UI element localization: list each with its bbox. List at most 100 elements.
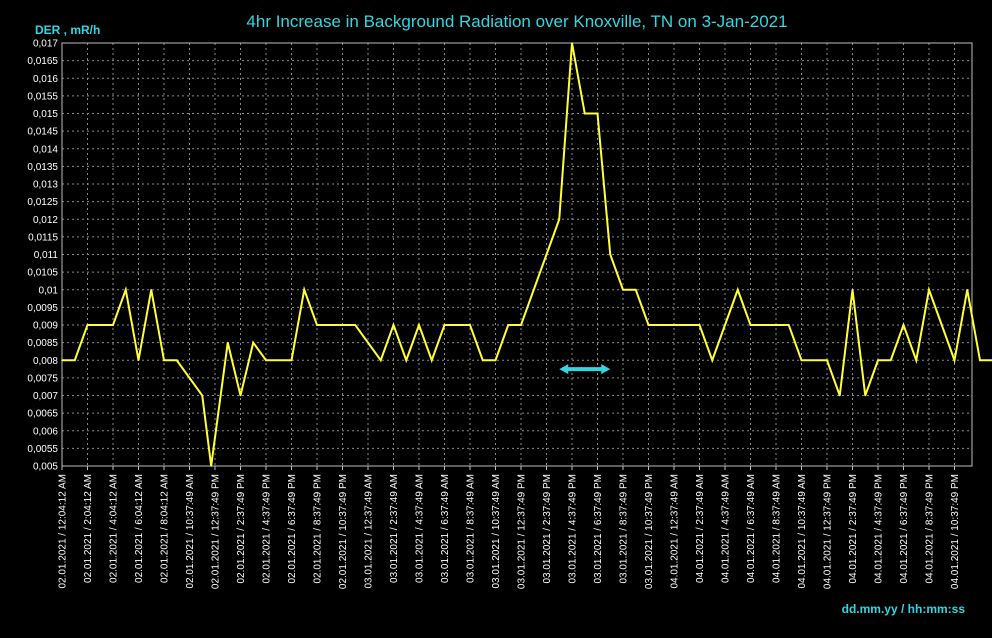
- x-axis-label: dd.mm.yy / hh:mm:ss: [842, 602, 966, 616]
- y-tick-labels: 0,005 0,0055 0,006 0,0065 0,007 0,0075 0,008 0,…: [27, 39, 58, 473]
- x-tick-label: 02.01.2021 / 12:04:12 AM: [58, 474, 69, 589]
- x-tick-label: 03.01.2021 / 8:37:49 PM: [619, 474, 630, 584]
- y-tick-label: 0,014: [33, 144, 58, 155]
- y-tick-label: 0,012: [33, 215, 58, 226]
- y-tick-label: 0,0055: [27, 444, 58, 455]
- data-point: [915, 359, 918, 362]
- x-tick-label: 04.01.2021 / 4:37:49 PM: [874, 474, 885, 584]
- arrow-head-right: [601, 364, 611, 375]
- data-point: [481, 359, 484, 362]
- data-point: [175, 359, 178, 362]
- data-point: [520, 324, 522, 326]
- x-tick-label: 04.01.2021 / 8:37:49 AM: [772, 474, 783, 583]
- data-point: [864, 394, 867, 397]
- x-tick-label: 04.01.2021 / 10:37:49 PM: [950, 474, 961, 589]
- y-tick-label: 0,0155: [27, 91, 58, 102]
- data-point: [418, 324, 420, 326]
- data-point: [698, 324, 701, 326]
- plot-frame: [61, 42, 973, 467]
- data-point: [507, 324, 510, 326]
- x-tick-label: 03.01.2021 / 2:37:49 PM: [542, 474, 553, 584]
- data-point: [354, 324, 357, 326]
- data-point: [239, 394, 242, 397]
- x-tick-label: 02.01.2021 / 8:37:49 PM: [313, 474, 324, 584]
- data-point: [290, 359, 293, 362]
- y-tick-label: 0,0135: [27, 162, 58, 173]
- x-tick-label: 02.01.2021 / 2:37:49 PM: [236, 474, 247, 584]
- data-point: [711, 359, 714, 362]
- data-point: [201, 394, 204, 397]
- x-tick-label: 02.01.2021 / 4:37:49 PM: [262, 474, 273, 584]
- data-point: [265, 359, 267, 362]
- data-point: [634, 288, 637, 291]
- x-tick-label: 02.01.2021 / 10:37:49 AM: [185, 474, 196, 589]
- data-point: [112, 324, 114, 326]
- data-point: [889, 359, 892, 362]
- x-tick-label: 02.01.2021 / 8:04:12 AM: [160, 474, 171, 583]
- x-tick-label: 02.01.2021 / 6:04:12 AM: [134, 474, 145, 583]
- grid-lines: [61, 42, 972, 470]
- x-tick-label: 03.01.2021 / 2:37:49 AM: [389, 474, 400, 583]
- arrow-head-left: [559, 364, 569, 375]
- data-point: [545, 253, 548, 256]
- data-point: [622, 288, 624, 291]
- data-point: [609, 253, 612, 256]
- y-tick-label: 0,0095: [27, 303, 58, 314]
- data-point: [877, 359, 879, 362]
- data-point: [430, 359, 433, 362]
- data-point: [226, 341, 229, 344]
- data-point: [303, 288, 306, 291]
- x-tick-label: 03.01.2021 / 6:37:49 PM: [593, 474, 604, 584]
- data-point: [979, 359, 981, 362]
- y-tick-label: 0,0115: [28, 232, 58, 243]
- data-point: [953, 359, 956, 362]
- data-point: [558, 218, 561, 221]
- x-tick-label: 02.01.2021 / 6:37:49 PM: [287, 474, 298, 584]
- y-tick-label: 0,0075: [27, 373, 58, 384]
- data-point: [252, 341, 255, 344]
- y-tick-label: 0,01: [39, 285, 59, 296]
- x-tick-label: 04.01.2021 / 10:37:49 AM: [797, 474, 808, 589]
- y-tick-label: 0,017: [33, 39, 58, 50]
- x-tick-label: 02.01.2021 / 4:04:12 AM: [109, 474, 120, 583]
- chart-title: 4hr Increase in Background Radiation ove…: [246, 12, 787, 31]
- data-point: [583, 112, 586, 115]
- y-tick-label: 0,008: [33, 356, 58, 367]
- y-tick-label: 0,011: [34, 250, 59, 261]
- y-tick-label: 0,016: [33, 74, 58, 85]
- data-point: [443, 324, 446, 326]
- y-tick-label: 0,0085: [27, 338, 58, 349]
- data-point: [137, 359, 140, 362]
- data-point: [73, 359, 76, 362]
- x-tick-labels: 02.01.2021 / 12:04:12 AM 02.01.2021 / 2:0…: [58, 474, 962, 589]
- data-point: [379, 359, 382, 362]
- data-point: [124, 288, 127, 291]
- x-tick-label: 04.01.2021 / 4:37:49 AM: [721, 474, 732, 583]
- data-point: [787, 324, 790, 326]
- y-tick-label: 0,013: [33, 180, 58, 191]
- data-point: [61, 359, 63, 362]
- data-point: [210, 465, 212, 467]
- x-tick-label: 02.01.2021 / 2:04:12 AM: [83, 474, 94, 583]
- x-tick-label: 04.01.2021 / 12:37:49 AM: [670, 474, 681, 589]
- x-tick-label: 03.01.2021 / 12:37:49 PM: [517, 474, 528, 589]
- data-point: [736, 288, 739, 291]
- x-tick-label: 03.01.2021 / 4:37:49 AM: [415, 474, 426, 583]
- data-point: [851, 288, 854, 291]
- y-tick-label: 0,006: [33, 426, 58, 437]
- y-tick-label: 0,0145: [27, 127, 58, 138]
- increase-duration-arrow: [559, 364, 611, 375]
- y-tick-label: 0,007: [33, 391, 58, 402]
- data-point: [966, 288, 969, 291]
- y-tick-label: 0,005: [33, 462, 58, 473]
- y-tick-label: 0,0065: [27, 409, 58, 420]
- x-tick-label: 02.01.2021 / 10:37:49 PM: [338, 474, 349, 589]
- data-point: [86, 324, 89, 326]
- x-tick-label: 04.01.2021 / 8:37:49 PM: [925, 474, 936, 584]
- x-tick-label: 03.01.2021 / 10:37:49 PM: [644, 474, 655, 589]
- data-point: [469, 324, 471, 326]
- x-tick-label: 03.01.2021 / 8:37:49 AM: [466, 474, 477, 583]
- y-tick-label: 0,0125: [27, 197, 58, 208]
- data-point: [188, 377, 191, 379]
- data-point: [163, 359, 165, 362]
